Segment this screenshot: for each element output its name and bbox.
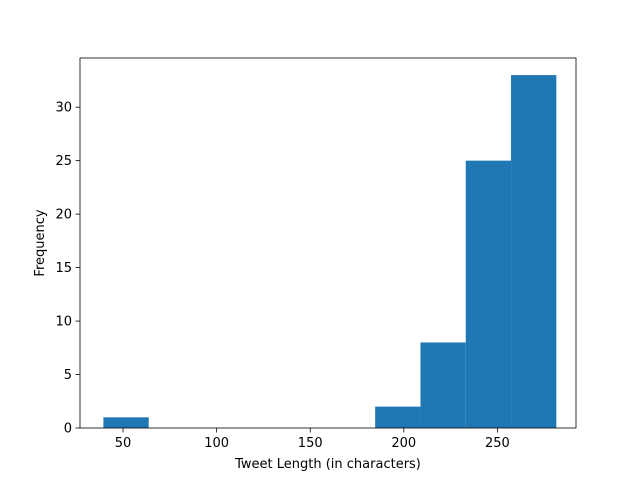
x-tick-label-4: 250	[485, 436, 510, 451]
histogram-bars	[103, 75, 557, 428]
y-axis-label: Frequency	[33, 209, 48, 276]
y-tick-label-1: 5	[64, 368, 72, 383]
x-axis-ticks: 50 100 150 200 250	[115, 428, 510, 451]
x-tick-label-0: 50	[115, 436, 132, 451]
y-tick-label-0: 0	[64, 422, 72, 437]
y-tick-label-3: 15	[55, 261, 72, 276]
y-tick-label-2: 10	[55, 315, 72, 330]
histogram-bar-7	[420, 342, 466, 428]
x-tick-label-2: 150	[298, 436, 323, 451]
histogram-bar-9	[511, 75, 557, 428]
x-tick-label-3: 200	[391, 436, 416, 451]
y-tick-label-4: 20	[55, 208, 72, 223]
x-axis-label: Tweet Length (in characters)	[234, 457, 421, 472]
x-tick-label-1: 100	[204, 436, 229, 451]
y-axis-ticks: 0 5 10 15 20 25 30	[55, 101, 80, 437]
histogram-bar-0	[103, 417, 149, 428]
y-tick-label-5: 25	[55, 154, 72, 169]
histogram-bar-6	[375, 406, 421, 428]
plot-frame	[79, 57, 577, 429]
y-tick-label-6: 30	[55, 101, 72, 116]
histogram-bar-8	[465, 160, 512, 428]
